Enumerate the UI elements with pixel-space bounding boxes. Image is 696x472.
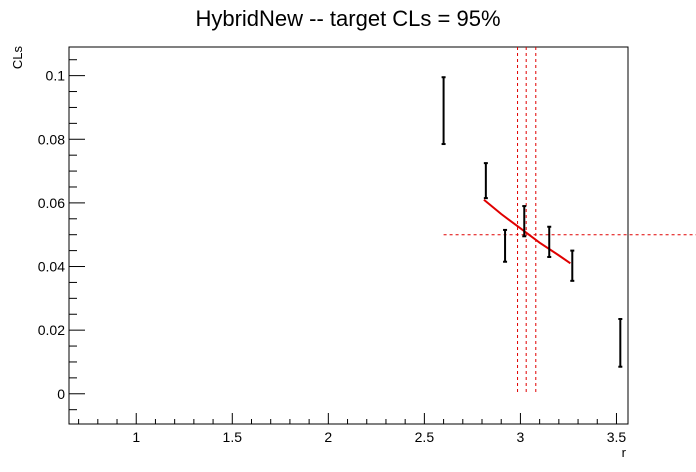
y-tick-label: 0 bbox=[57, 386, 65, 402]
plot-border bbox=[68, 46, 629, 425]
x-axis-label: r bbox=[622, 445, 627, 460]
x-tick-label: 2.5 bbox=[415, 429, 435, 445]
error-bar-point bbox=[522, 205, 527, 238]
reference-lines bbox=[443, 47, 696, 394]
fit-line bbox=[483, 198, 571, 265]
error-bar-point bbox=[483, 162, 488, 200]
y-tick-label: 0.02 bbox=[38, 322, 65, 338]
x-tick-label: 3 bbox=[517, 429, 525, 445]
data-points bbox=[441, 76, 623, 368]
x-axis-ticks: 1 1.5 2 2.5 3 3.5 bbox=[78, 413, 627, 445]
x-tick-label: 1 bbox=[132, 429, 140, 445]
y-tick-label: 0.04 bbox=[38, 259, 65, 275]
y-axis-ticks: 0 0.02 0.04 0.06 0.08 0.1 bbox=[38, 59, 85, 411]
error-bar-point bbox=[503, 228, 508, 263]
y-tick-label: 0.06 bbox=[38, 195, 65, 211]
chart-title: HybridNew -- target CLs = 95% bbox=[195, 6, 500, 31]
error-bar-point bbox=[547, 225, 552, 258]
y-tick-label: 0.1 bbox=[46, 68, 66, 84]
fit-curve bbox=[483, 198, 571, 265]
x-tick-label: 2 bbox=[324, 429, 332, 445]
y-axis-label: CLs bbox=[10, 46, 25, 70]
x-tick-label: 3.5 bbox=[607, 429, 627, 445]
error-bar-point bbox=[618, 318, 623, 368]
y-tick-label: 0.08 bbox=[38, 131, 65, 147]
error-bar-point bbox=[570, 249, 575, 282]
error-bar-point bbox=[441, 76, 446, 146]
plot-frame bbox=[68, 46, 629, 425]
x-tick-label: 1.5 bbox=[223, 429, 243, 445]
